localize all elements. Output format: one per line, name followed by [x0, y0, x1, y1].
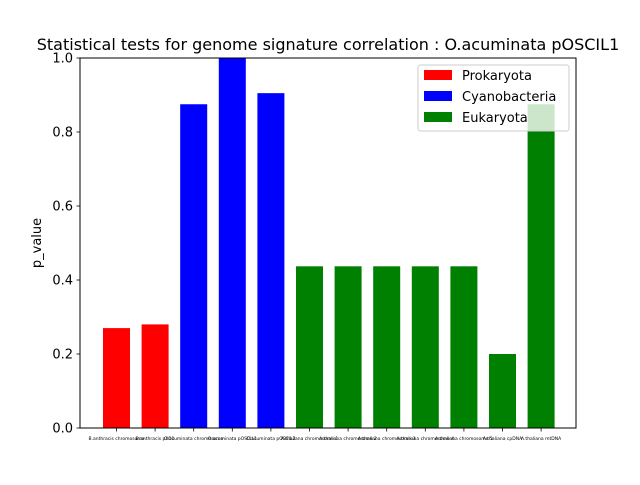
- bar-12: [527, 104, 555, 428]
- legend-label: Eukaryota: [462, 111, 528, 126]
- bar-9: [411, 266, 439, 428]
- y-tick-label: 1.0: [52, 52, 73, 67]
- legend-box: [417, 64, 570, 132]
- y-axis-label: p_value: [30, 218, 45, 268]
- plot-frame: [79, 57, 577, 429]
- bars-group: [103, 58, 555, 429]
- y-tick-label: 0.2: [52, 348, 73, 363]
- x-tick-label: A.thaliana cpDNA: [483, 436, 523, 442]
- x-tick-label: B.anthracis chromosome: [88, 436, 144, 442]
- bar-5: [257, 93, 285, 429]
- x-tick-label: O.acuminata pOSCIL2: [246, 436, 295, 442]
- bar-10: [450, 266, 478, 428]
- y-tick-label: 0.4: [52, 274, 73, 289]
- bar-4: [218, 58, 246, 428]
- bar-7: [334, 266, 362, 428]
- bar-6: [296, 266, 323, 428]
- x-tick-label: O.acuminata chromosome: [164, 436, 224, 442]
- x-tick-label: A.thaliana chromosome 1: [281, 436, 339, 442]
- legend-swatch: [424, 112, 452, 122]
- x-tick-label: A.thaliana chromosome 4: [396, 436, 454, 442]
- bar-1: [103, 328, 130, 428]
- legend-label: Prokaryota: [462, 69, 532, 84]
- y-tick-label: 0.8: [52, 126, 73, 141]
- y-tick-label: 0.0: [52, 422, 73, 437]
- bar-2: [141, 324, 169, 428]
- x-tick-label: B.anthracis pXO1: [136, 436, 175, 442]
- y-axis-ticks: 0.0 0.2 0.4 0.6 0.8 1.0: [52, 52, 80, 437]
- bar-8: [373, 266, 401, 428]
- y-tick-label: 0.6: [52, 200, 73, 215]
- chart-title: Statistical tests for genome signature c…: [37, 35, 620, 54]
- bar-11: [489, 354, 516, 428]
- x-tick-label: A.thaliana chromosome 5: [435, 436, 493, 442]
- x-tick-label: A.thaliana chromosome 2: [319, 436, 377, 442]
- legend: Prokaryota Cyanobacteria Eukaryota: [417, 64, 570, 132]
- legend-swatch: [424, 70, 452, 80]
- x-tick-label: O.acuminata pOSCIL1: [208, 436, 257, 442]
- x-tick-label: A.thaliana chromosome 3: [358, 436, 416, 442]
- bar-3: [180, 104, 208, 428]
- legend-label: Cyanobacteria: [462, 90, 556, 105]
- x-tick-label: A.thaliana mtDNA: [521, 436, 562, 442]
- legend-swatch: [424, 91, 452, 101]
